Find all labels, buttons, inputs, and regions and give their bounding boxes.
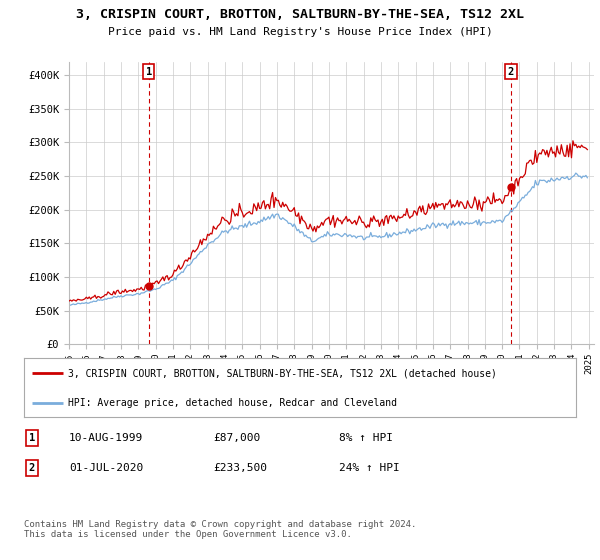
Text: 8% ↑ HPI: 8% ↑ HPI	[339, 433, 393, 443]
Text: 24% ↑ HPI: 24% ↑ HPI	[339, 463, 400, 473]
Text: 10-AUG-1999: 10-AUG-1999	[69, 433, 143, 443]
Text: HPI: Average price, detached house, Redcar and Cleveland: HPI: Average price, detached house, Redc…	[68, 398, 397, 408]
Text: £233,500: £233,500	[213, 463, 267, 473]
Text: 1: 1	[29, 433, 35, 443]
Text: £87,000: £87,000	[213, 433, 260, 443]
Text: 3, CRISPIN COURT, BROTTON, SALTBURN-BY-THE-SEA, TS12 2XL (detached house): 3, CRISPIN COURT, BROTTON, SALTBURN-BY-T…	[68, 368, 497, 378]
Text: 01-JUL-2020: 01-JUL-2020	[69, 463, 143, 473]
Text: 1: 1	[146, 67, 152, 77]
Text: 3, CRISPIN COURT, BROTTON, SALTBURN-BY-THE-SEA, TS12 2XL: 3, CRISPIN COURT, BROTTON, SALTBURN-BY-T…	[76, 8, 524, 21]
Text: Contains HM Land Registry data © Crown copyright and database right 2024.
This d: Contains HM Land Registry data © Crown c…	[24, 520, 416, 539]
Text: 2: 2	[29, 463, 35, 473]
Text: Price paid vs. HM Land Registry's House Price Index (HPI): Price paid vs. HM Land Registry's House …	[107, 27, 493, 37]
Text: 2: 2	[508, 67, 514, 77]
